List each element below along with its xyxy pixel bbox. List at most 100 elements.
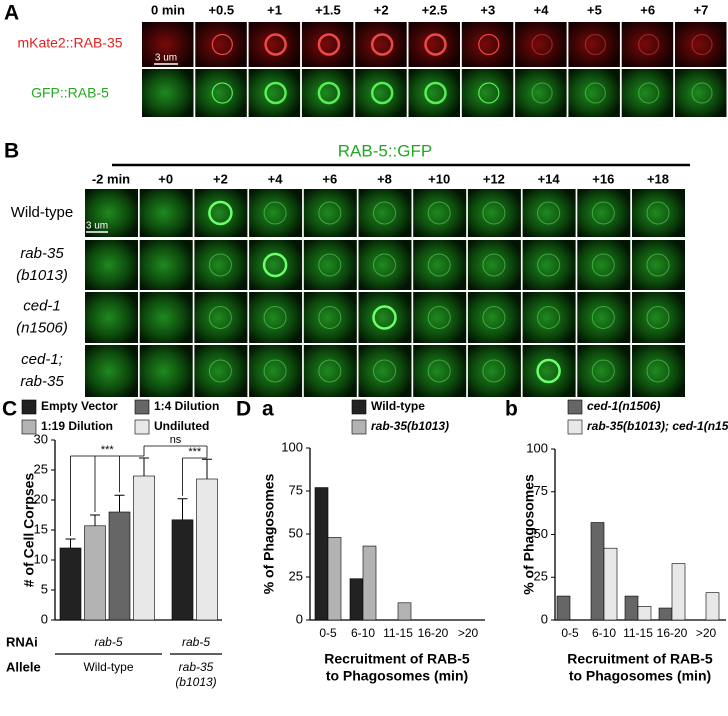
x-tick-label: 6-10 — [351, 626, 375, 640]
micrograph — [358, 292, 412, 343]
row-label: rab-35 — [20, 373, 64, 390]
row-label: mKate2::RAB-35 — [17, 35, 122, 51]
legend-label: Wild-type — [371, 399, 425, 413]
time-label: +6 — [322, 171, 337, 186]
bar — [671, 563, 686, 621]
bar — [556, 595, 571, 621]
y-tick-label: 50 — [534, 526, 548, 541]
phagosome — [372, 305, 397, 330]
micrograph — [522, 189, 576, 237]
bar — [327, 537, 342, 621]
phagosome — [263, 359, 287, 383]
bar — [603, 547, 618, 621]
phagosome — [318, 359, 342, 383]
phagosome — [478, 82, 500, 104]
legend-label: rab-35(b1013) — [371, 419, 449, 433]
phagosome — [264, 33, 287, 56]
legend-swatch — [134, 399, 150, 415]
x-tick-label: 0-5 — [561, 626, 579, 640]
micrograph — [194, 240, 248, 290]
bar — [397, 602, 412, 621]
y-tick-label: 25 — [289, 568, 303, 583]
panel-letter: a — [262, 398, 274, 421]
micrograph — [194, 345, 248, 397]
time-label: +0.5 — [208, 2, 234, 17]
y-tick-label: 50 — [289, 525, 303, 540]
phagosome — [537, 306, 561, 329]
time-label: +5 — [587, 2, 602, 17]
micrograph — [139, 292, 193, 343]
phagosome — [264, 81, 287, 105]
time-label: +4 — [534, 2, 550, 17]
micrograph — [195, 69, 247, 117]
phagosome — [482, 359, 506, 383]
legend-label: 1:19 Dilution — [41, 419, 113, 433]
bar — [133, 475, 155, 621]
micrograph — [413, 292, 467, 343]
row-label: Wild-type — [11, 204, 74, 221]
micrograph — [522, 292, 576, 343]
significance-bracket — [182, 456, 208, 496]
bar — [637, 606, 652, 621]
row-label: rab-35 — [20, 245, 64, 262]
phagosome — [537, 201, 561, 225]
phagosome — [691, 82, 713, 104]
micrograph — [194, 292, 248, 343]
y-axis-title: % of Phagosomes — [521, 474, 537, 595]
legend-swatch — [21, 419, 37, 435]
y-tick-label: 0 — [541, 611, 548, 626]
micrograph — [408, 22, 460, 67]
micrograph — [632, 240, 685, 290]
bar — [108, 511, 131, 621]
allele-label: (b1013) — [175, 675, 216, 689]
phagosome — [482, 253, 506, 277]
micrograph — [355, 22, 407, 67]
phagosome — [591, 253, 615, 277]
scale-bar-label: 3 um — [155, 53, 177, 64]
phagosome — [591, 359, 615, 383]
micrograph — [621, 22, 674, 67]
y-tick-label: 15 — [34, 521, 48, 536]
y-tick-label: 100 — [281, 439, 303, 454]
x-axis-title: Recruitment of RAB-5 — [324, 651, 470, 667]
phagosome — [317, 81, 341, 105]
micrograph — [249, 240, 303, 290]
micrograph — [195, 22, 247, 67]
legend-label: Empty Vector — [41, 399, 118, 413]
phagosome — [208, 253, 232, 277]
x-tick-label: 16-20 — [657, 626, 688, 640]
phagosome — [584, 82, 607, 104]
micrograph — [358, 240, 412, 290]
phagosome — [208, 306, 232, 329]
significance-label: *** — [101, 444, 115, 456]
x-tick-label: 0-5 — [319, 626, 337, 640]
micrograph — [139, 345, 193, 397]
y-tick-label: 75 — [534, 483, 548, 498]
phagosome — [531, 33, 553, 56]
legend-swatch — [351, 419, 367, 435]
bar — [59, 547, 82, 621]
phagosome — [537, 253, 561, 277]
phagosome — [638, 33, 660, 56]
micrograph — [632, 189, 685, 237]
phagosome — [427, 253, 451, 277]
phagosome — [478, 33, 500, 56]
phagosome — [373, 359, 396, 383]
time-label: -2 min — [92, 171, 130, 186]
micrograph — [621, 69, 674, 117]
micrograph — [413, 240, 467, 290]
bar — [84, 525, 106, 621]
micrograph — [139, 240, 193, 290]
legend-label: Undiluted — [154, 419, 209, 433]
significance-label: ns — [170, 434, 182, 446]
row-label: (n1506) — [16, 319, 68, 336]
legend-label: 1:4 Dilution — [154, 399, 219, 413]
phagosome — [591, 201, 615, 225]
time-label: +14 — [538, 171, 561, 186]
phagosome — [318, 306, 342, 329]
phagosome — [318, 253, 342, 277]
time-label: +3 — [480, 2, 495, 17]
micrograph — [248, 22, 301, 67]
micrograph — [467, 292, 521, 343]
